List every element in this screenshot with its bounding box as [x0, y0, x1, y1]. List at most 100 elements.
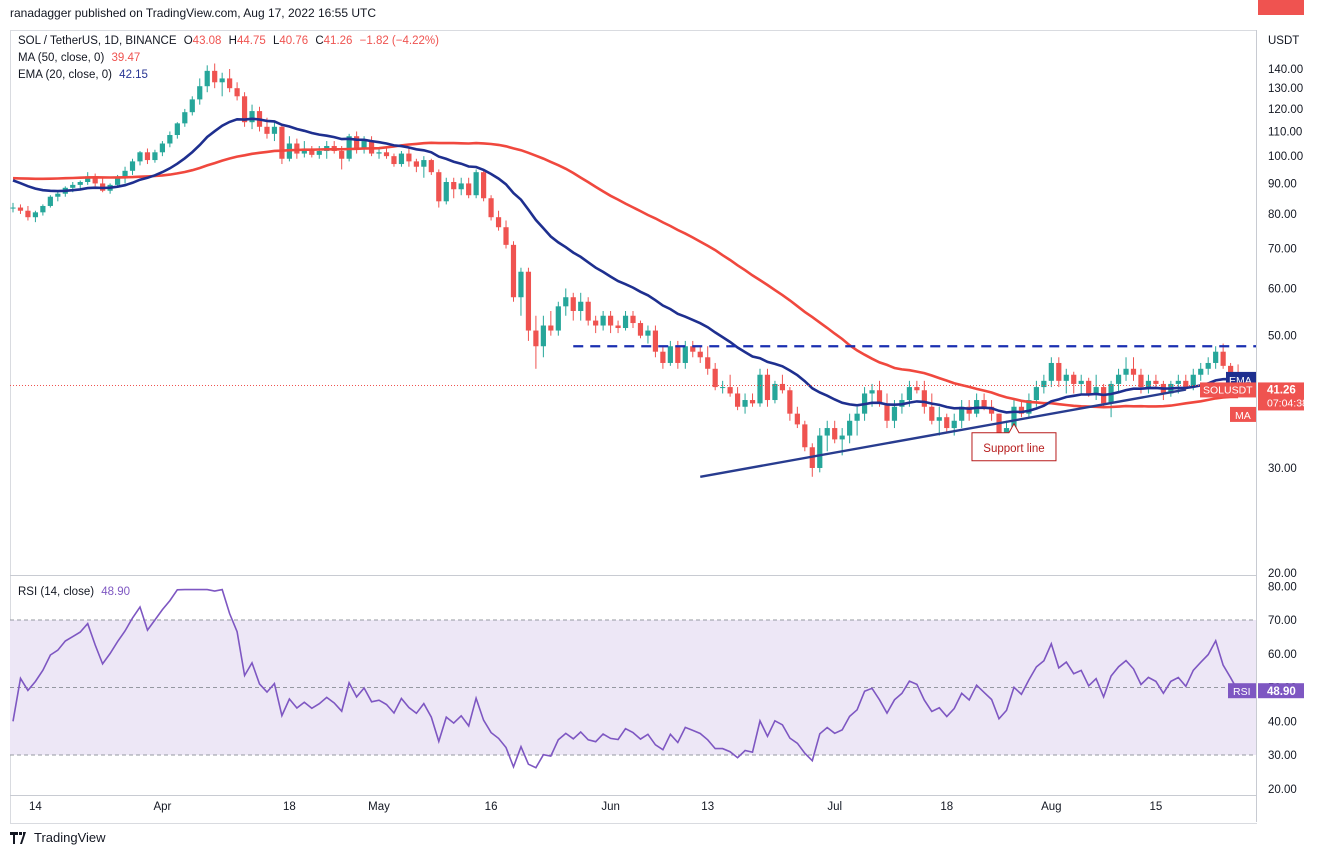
candle-body — [85, 176, 91, 183]
open-value: 43.08 — [192, 35, 222, 47]
candle-body — [1086, 380, 1092, 394]
candle-body — [122, 170, 128, 178]
countdown-tag: 07:04:38 — [1267, 397, 1308, 409]
candle-body — [1011, 406, 1017, 429]
symbol-name-tag-bg — [1200, 382, 1256, 398]
candle-body — [451, 182, 457, 190]
candle-body — [234, 88, 240, 97]
candle-body — [167, 135, 173, 144]
candle-body — [212, 70, 218, 83]
low-value: 40.76 — [279, 35, 309, 47]
candle-body — [518, 271, 524, 298]
resistance-tag: 48.00 — [1267, 341, 1296, 353]
candle-body — [1115, 374, 1122, 384]
candle-body — [1003, 428, 1010, 436]
candle-body — [294, 143, 300, 154]
symbol-title[interactable]: SOL / TetherUS, 1D, BINANCE — [18, 35, 177, 47]
rsi-tick-label: 80.00 — [1268, 581, 1297, 593]
candle-body — [1153, 380, 1159, 384]
ma-name-tag: MA — [1235, 410, 1251, 422]
time-tick-label: 16 — [485, 801, 498, 813]
candle-body — [241, 96, 248, 123]
price-tick-label: 20.00 — [1268, 568, 1297, 580]
candle-body — [1026, 400, 1032, 414]
candle-body — [1018, 406, 1025, 414]
candle-body — [1183, 380, 1189, 388]
price-tick-label: 130.00 — [1268, 83, 1303, 95]
ema-legend[interactable]: EMA (20, close, 0) 42.15 — [18, 69, 152, 81]
candle-body — [794, 413, 800, 425]
tradingview-footer[interactable]: TradingView — [10, 830, 106, 845]
rsi-legend[interactable]: RSI (14, close) 48.90 — [18, 586, 134, 598]
time-tick-label: 15 — [1150, 801, 1163, 813]
change-value: −1.82 (−4.22%) — [359, 35, 439, 47]
candle-body — [854, 413, 860, 421]
close-value: 41.26 — [323, 35, 353, 47]
candle-body — [249, 111, 255, 123]
price-axis-currency: USDT — [1268, 35, 1299, 47]
ma-name-tag-bg — [1230, 406, 1256, 422]
candle-body — [1041, 380, 1047, 388]
candle-body — [55, 193, 61, 197]
candle-body — [645, 330, 651, 336]
chart-frame — [10, 30, 1257, 824]
candle-body — [406, 153, 412, 162]
candle-body — [1048, 362, 1054, 381]
ma-price-tag: 39.47 — [1267, 410, 1296, 422]
candle-body — [316, 151, 322, 155]
candle-body — [495, 217, 502, 228]
candle-body — [10, 207, 16, 209]
price-tick-label: 60.00 — [1268, 283, 1297, 295]
candle-body — [376, 152, 382, 154]
price-tick-label: 140.00 — [1268, 64, 1303, 76]
candle-body — [346, 136, 352, 159]
candle-body — [92, 176, 98, 184]
ma-price-tag-bg — [1258, 0, 1304, 15]
ma-legend[interactable]: MA (50, close, 0) 39.47 — [18, 52, 144, 64]
candle-body — [593, 320, 599, 326]
candle-body — [197, 86, 203, 100]
candle-body — [144, 152, 151, 161]
candle-body — [436, 172, 442, 202]
time-tick-label: Apr — [153, 801, 171, 813]
price-axis-border — [1256, 30, 1257, 822]
price-tick-label: 50.00 — [1268, 331, 1297, 343]
candle-body — [779, 383, 786, 391]
pane-divider[interactable] — [10, 575, 1256, 576]
candle-body — [936, 417, 942, 421]
candle-body — [675, 346, 681, 363]
candle-body — [25, 210, 31, 218]
candle-body — [271, 126, 278, 134]
candle-body — [734, 393, 741, 407]
candle-body — [652, 330, 659, 352]
candle-body — [129, 161, 136, 171]
rsi-value-tag: 48.90 — [1267, 686, 1296, 698]
candle-body — [227, 78, 233, 89]
symbol-name-tag: SOLUSDT — [1203, 384, 1253, 396]
candle-body — [891, 406, 898, 421]
candle-body — [555, 306, 561, 331]
candle-body — [503, 227, 509, 245]
candle-body — [70, 184, 76, 188]
candle-body — [152, 152, 158, 161]
candle-body — [906, 387, 912, 401]
candle-body — [481, 172, 487, 199]
candle-body — [488, 198, 494, 218]
candle-body — [525, 271, 532, 331]
candle-body — [622, 315, 629, 329]
candle-body — [749, 400, 756, 404]
ema-legend-label: EMA (20, close, 0) — [18, 69, 112, 81]
candle-body — [383, 152, 390, 157]
price-tick-label: 120.00 — [1268, 104, 1303, 116]
open-label: O — [183, 35, 193, 47]
candle-body — [996, 413, 1002, 436]
candle-body — [1078, 380, 1084, 384]
support-callout-box — [971, 422, 1057, 462]
candle-body — [137, 152, 143, 162]
candle-body — [630, 315, 636, 324]
rsi-value-tag-bg — [1258, 683, 1304, 699]
candle-body — [1123, 368, 1129, 375]
ma50-line — [12, 141, 1239, 409]
candle-body — [697, 351, 703, 358]
